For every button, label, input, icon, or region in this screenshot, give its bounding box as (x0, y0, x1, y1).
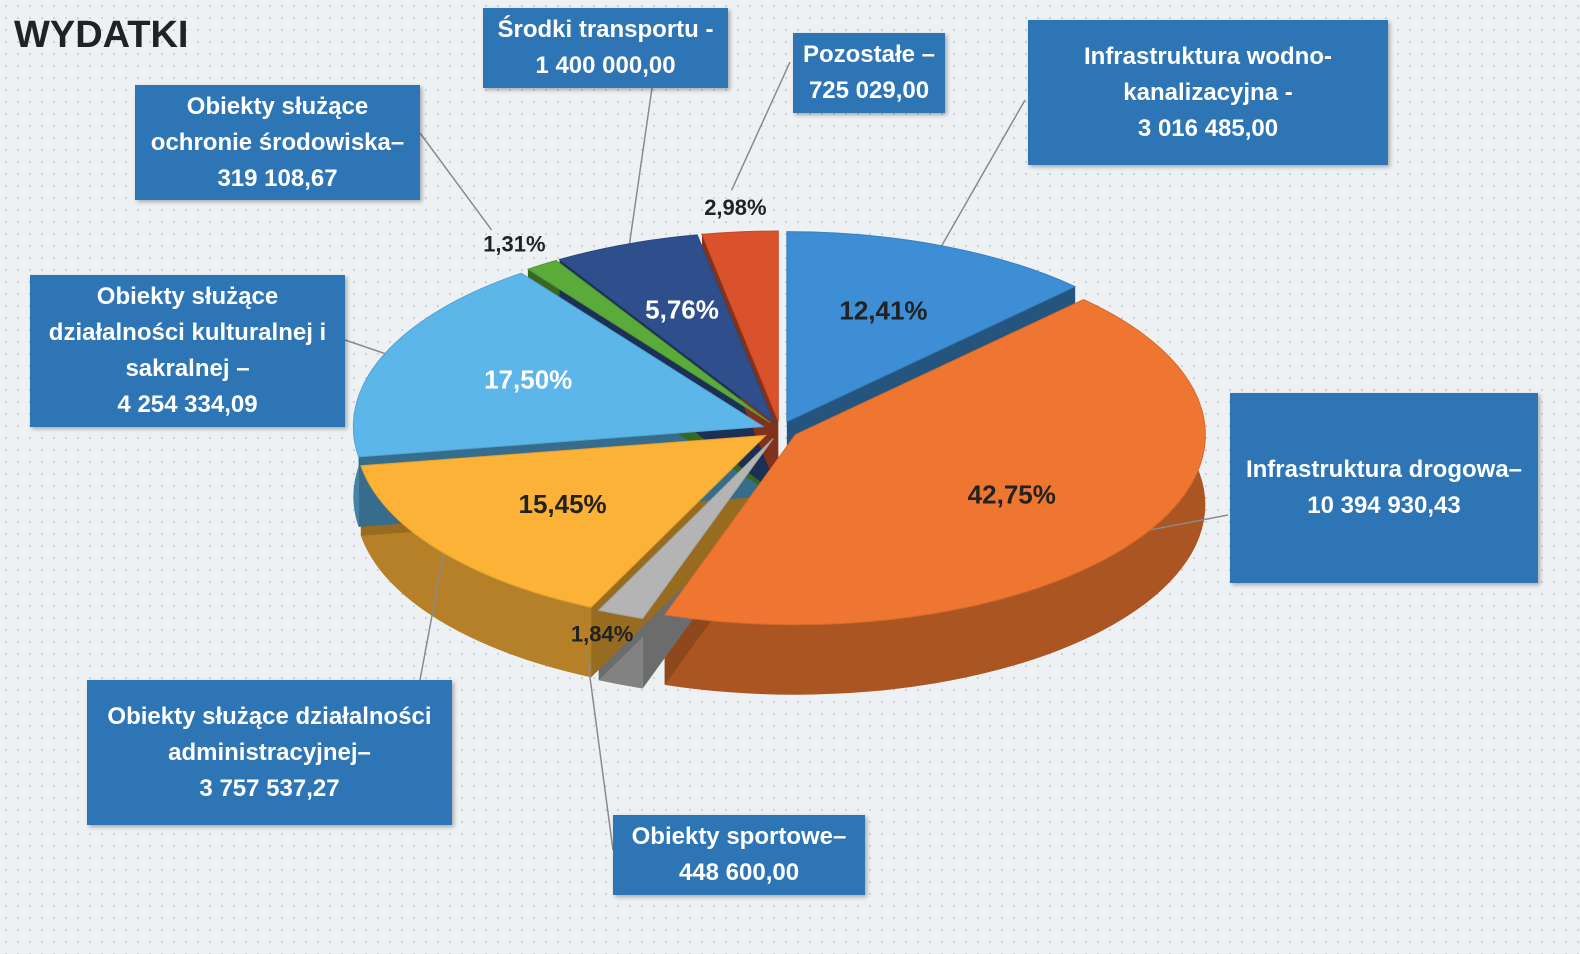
leader-line (1137, 514, 1229, 534)
slice-side (360, 465, 592, 678)
callout-box: Obiekty służące ochronie środowiska– 319 … (135, 85, 420, 200)
amount-label: 1 400 000,00 (535, 52, 676, 79)
leader-line (628, 87, 653, 248)
category-label: Obiekty służące działalności kulturalnej… (48, 283, 327, 382)
slice (786, 231, 1077, 423)
category-label: Obiekty służące działalności administrac… (107, 702, 432, 766)
leader-lines (344, 61, 1229, 851)
amount-label: 448 600,00 (678, 859, 800, 886)
leader-line (419, 547, 446, 681)
value-label: 17,50% (484, 365, 572, 395)
leader-line (586, 653, 614, 851)
value-label: 5,76% (645, 295, 719, 325)
slice (526, 259, 771, 423)
slice (663, 299, 1206, 626)
callout-box: Środki transportu - 1 400 000,00 (483, 8, 728, 88)
amount-label: 725 029,00 (808, 77, 930, 104)
callout-box: Infrastruktura drogowa– 10 394 930,43 (1230, 393, 1538, 583)
value-label: 2,98% (704, 195, 766, 220)
leader-line (938, 99, 1026, 250)
leader-line (419, 132, 493, 231)
callout-box: Obiekty służące działalności kulturalnej… (30, 275, 345, 427)
slice (352, 272, 765, 458)
category-label: Środki transportu - (497, 16, 714, 43)
category-label: Infrastruktura drogowa– (1245, 456, 1523, 483)
slice (597, 437, 774, 619)
leader-line (344, 339, 392, 357)
category-label: Obiekty służące ochronie środowiska– (150, 92, 405, 156)
amount-label: 10 394 930,43 (1307, 492, 1461, 519)
value-labels: 12,41% 42,75% 1,84% 15,45% 17,50% 1,31% 5,76% 2… (483, 195, 1056, 647)
category-label: Infrastruktura wodno-kanalizacyjna - (1083, 42, 1332, 106)
slice (701, 230, 779, 422)
amount-label: 3 757 537,27 (199, 774, 340, 802)
callout-box: Obiekty służące działalności administrac… (87, 680, 452, 825)
amount-label: 3 016 485,00 (1137, 114, 1279, 142)
callout-box: Obiekty sportowe– 448 600,00 (613, 815, 865, 895)
chart-title: WYDATKI (14, 14, 189, 56)
value-label: 12,41% (839, 296, 927, 326)
slice (360, 434, 767, 608)
value-label: 15,45% (518, 489, 606, 519)
leader-line (730, 61, 791, 191)
amount-label: 4 254 334,09 (117, 391, 258, 418)
slice-tops (352, 230, 1206, 626)
value-label: 1,84% (571, 622, 633, 647)
callout-box: Pozostałe – 725 029,00 (793, 33, 945, 113)
category-label: Pozostałe – (802, 41, 936, 68)
value-label: 42,75% (968, 479, 1056, 509)
category-label: Obiekty sportowe– (631, 823, 847, 850)
amount-label: 319 108,67 (217, 164, 338, 192)
callout-box: Infrastruktura wodno-kanalizacyjna - 3 01… (1028, 20, 1388, 165)
slice (558, 234, 775, 424)
slice-side (664, 299, 1206, 695)
value-label: 1,31% (483, 232, 545, 257)
